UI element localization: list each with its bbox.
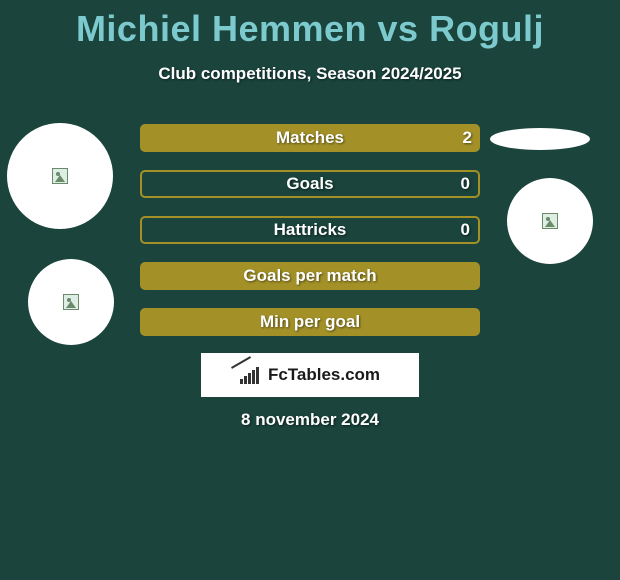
player-left-avatar <box>7 123 113 229</box>
bar-goals-per-match: Goals per match <box>140 262 480 290</box>
brand-text: FcTables.com <box>268 365 380 385</box>
brand-box: FcTables.com <box>201 353 419 397</box>
image-placeholder-icon <box>63 294 79 310</box>
bar-value: 2 <box>463 128 472 148</box>
bar-value: 0 <box>461 174 470 194</box>
team-left-logo <box>28 259 114 345</box>
brand-chart-icon <box>240 366 262 384</box>
player-right-avatar <box>490 128 590 150</box>
image-placeholder-icon <box>542 213 558 229</box>
bar-label: Min per goal <box>140 312 480 332</box>
date-text: 8 november 2024 <box>0 410 620 430</box>
bar-label: Hattricks <box>142 220 478 240</box>
image-placeholder-icon <box>52 168 68 184</box>
bar-label: Goals per match <box>140 266 480 286</box>
page-title: Michiel Hemmen vs Rogulj <box>0 0 620 50</box>
bar-matches: Matches 2 <box>140 124 480 152</box>
bar-label: Matches <box>140 128 480 148</box>
bar-hattricks: Hattricks 0 <box>140 216 480 244</box>
bar-label: Goals <box>142 174 478 194</box>
bar-min-per-goal: Min per goal <box>140 308 480 336</box>
page-subtitle: Club competitions, Season 2024/2025 <box>0 64 620 84</box>
team-right-logo <box>507 178 593 264</box>
stats-bars: Matches 2 Goals 0 Hattricks 0 Goals per … <box>140 124 480 354</box>
bar-value: 0 <box>461 220 470 240</box>
bar-goals: Goals 0 <box>140 170 480 198</box>
